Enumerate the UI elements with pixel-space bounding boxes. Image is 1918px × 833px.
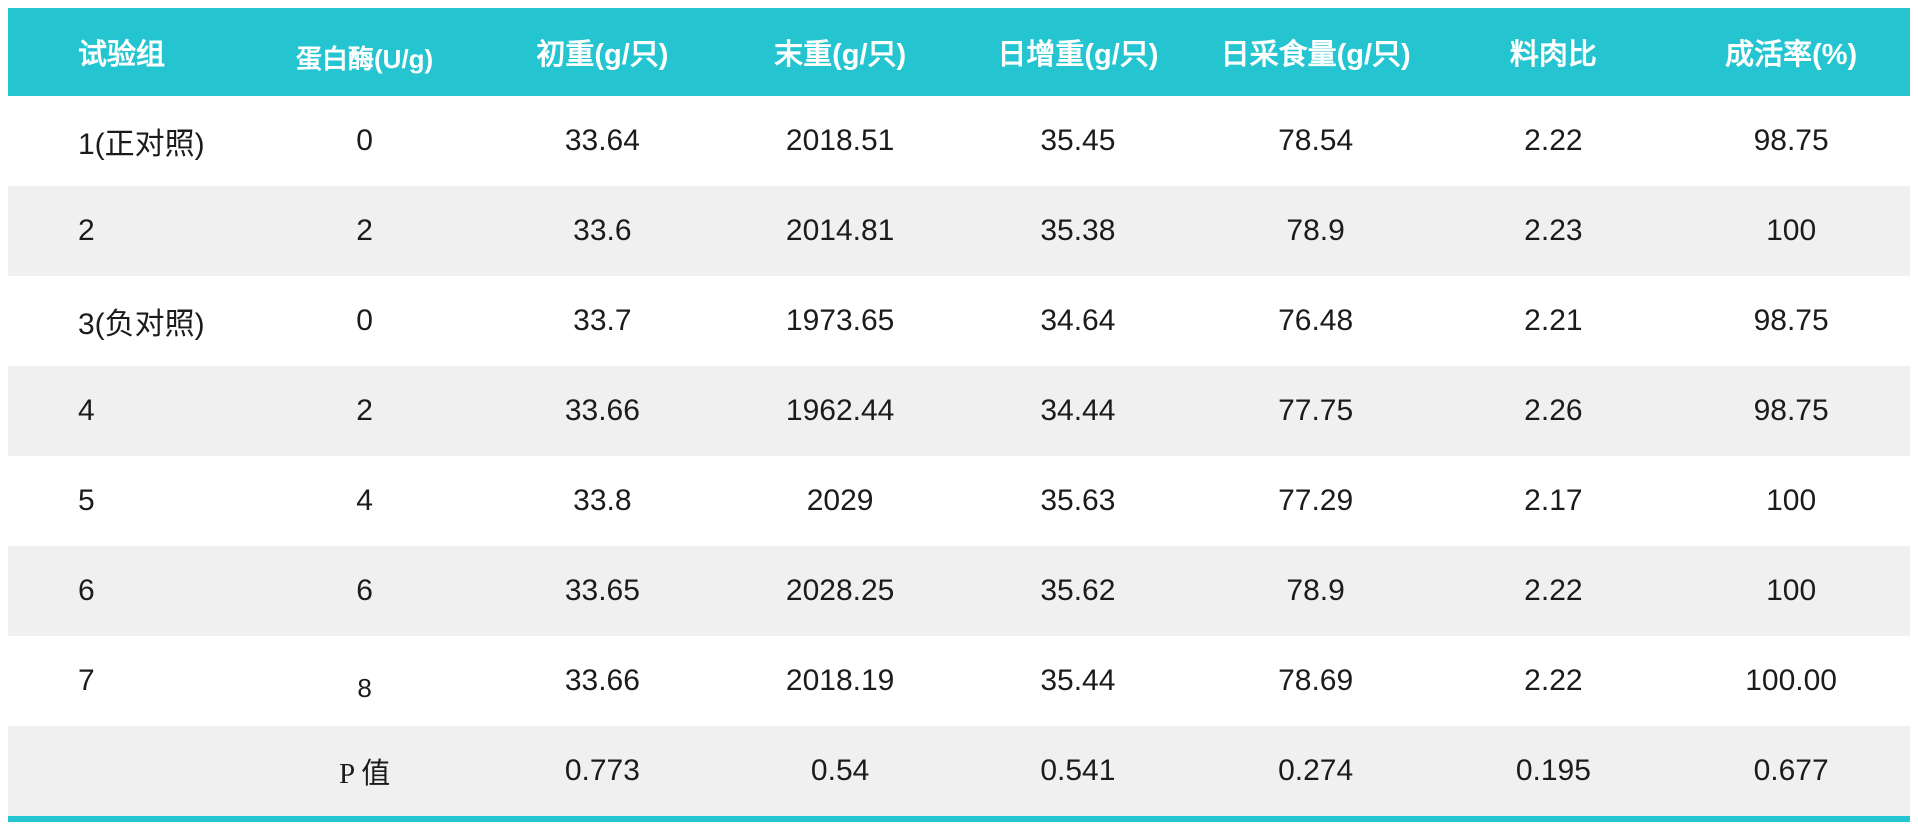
col-header-feed_ratio: 料肉比 [1434, 8, 1673, 96]
cell-protease: 8 [245, 636, 484, 726]
cell-final_weight: 2018.51 [721, 96, 959, 186]
col-header-daily_gain: 日增重(g/只) [959, 8, 1197, 96]
cell-final_weight: 0.54 [721, 726, 959, 816]
cell-protease: 6 [245, 546, 484, 636]
cell-initial_weight: 33.6 [483, 186, 722, 276]
cell-survival_rate: 98.75 [1672, 96, 1910, 186]
cell-feed_ratio: 2.26 [1434, 366, 1673, 456]
cell-final_weight: 2029 [721, 456, 959, 546]
row-group-4: 4 2 33.66 1962.44 34.44 77.75 2.26 98.75 [8, 366, 1910, 456]
cell-daily_intake: 0.274 [1196, 726, 1435, 816]
cell-survival_rate: 100 [1672, 456, 1910, 546]
cell-final_weight: 1973.65 [721, 276, 959, 366]
cell-survival_rate: 98.75 [1672, 366, 1910, 456]
cell-final_weight: 2028.25 [721, 546, 959, 636]
table-head: 试验组 蛋白酶(U/g) 初重(g/只) 末重(g/只) 日增重(g/只) 日采食量(g/… [8, 8, 1910, 96]
col-header-survival_rate: 成活率(%) [1672, 8, 1910, 96]
cell-feed_ratio: 2.22 [1434, 96, 1673, 186]
row-group-5: 5 4 33.8 2029 35.63 77.29 2.17 100 [8, 456, 1910, 546]
cell-daily_gain: 34.44 [959, 366, 1197, 456]
cell-group [8, 726, 246, 816]
cell-initial_weight: 33.65 [483, 546, 722, 636]
cell-initial_weight: 33.64 [483, 96, 722, 186]
row-group-1: 1(正对照) 0 33.64 2018.51 35.45 78.54 2.22 98.75 [8, 96, 1910, 186]
cell-daily_gain: 35.45 [959, 96, 1197, 186]
cell-daily_intake: 78.9 [1196, 546, 1435, 636]
results-table: 试验组 蛋白酶(U/g) 初重(g/只) 末重(g/只) 日增重(g/只) 日采食量(g/… [8, 8, 1910, 822]
cell-initial_weight: 33.7 [483, 276, 722, 366]
cell-initial_weight: 33.66 [483, 636, 722, 726]
table-body: 1(正对照) 0 33.64 2018.51 35.45 78.54 2.22 98.75 2 2… [8, 96, 1910, 816]
cell-protease: 2 [245, 186, 484, 276]
cell-protease: 4 [245, 456, 484, 546]
feeding-trial-table: 试验组 蛋白酶(U/g) 初重(g/只) 末重(g/只) 日增重(g/只) 日采食量(g/… [8, 8, 1910, 816]
row-group-6: 6 6 33.65 2028.25 35.62 78.9 2.22 100 [8, 546, 1910, 636]
row-group-7: 7 8 33.66 2018.19 35.44 78.69 2.22 100.00 [8, 636, 1910, 726]
cell-initial_weight: 33.8 [483, 456, 722, 546]
cell-final_weight: 2018.19 [721, 636, 959, 726]
cell-survival_rate: 100 [1672, 186, 1910, 276]
cell-daily_intake: 78.69 [1196, 636, 1435, 726]
col-header-group: 试验组 [8, 8, 246, 96]
cell-group: 5 [8, 456, 246, 546]
cell-initial_weight: 33.66 [483, 366, 722, 456]
cell-group: 1(正对照) [8, 96, 246, 186]
cell-daily_gain: 35.62 [959, 546, 1197, 636]
cell-group: 3(负对照) [8, 276, 246, 366]
cell-final_weight: 1962.44 [721, 366, 959, 456]
cell-group: 6 [8, 546, 246, 636]
cell-survival_rate: 100.00 [1672, 636, 1910, 726]
cell-survival_rate: 98.75 [1672, 276, 1910, 366]
cell-daily_intake: 78.54 [1196, 96, 1435, 186]
cell-feed_ratio: 2.23 [1434, 186, 1673, 276]
cell-group: 7 [8, 636, 246, 726]
row-group-3: 3(负对照) 0 33.7 1973.65 34.64 76.48 2.21 98.75 [8, 276, 1910, 366]
cell-daily_intake: 77.75 [1196, 366, 1435, 456]
col-header-final_weight: 末重(g/只) [721, 8, 959, 96]
cell-daily_gain: 35.38 [959, 186, 1197, 276]
cell-survival_rate: 0.677 [1672, 726, 1910, 816]
cell-protease: 0 [245, 96, 484, 186]
cell-feed_ratio: 2.17 [1434, 456, 1673, 546]
cell-final_weight: 2014.81 [721, 186, 959, 276]
cell-group: 4 [8, 366, 246, 456]
cell-protease: P 值 [245, 726, 484, 816]
col-header-initial_weight: 初重(g/只) [483, 8, 722, 96]
cell-protease: 2 [245, 366, 484, 456]
cell-feed_ratio: 2.22 [1434, 546, 1673, 636]
cell-daily_intake: 77.29 [1196, 456, 1435, 546]
cell-feed_ratio: 0.195 [1434, 726, 1673, 816]
cell-protease: 0 [245, 276, 484, 366]
cell-feed_ratio: 2.22 [1434, 636, 1673, 726]
p-value-row: P 值 0.773 0.54 0.541 0.274 0.195 0.677 [8, 726, 1910, 816]
cell-daily_intake: 78.9 [1196, 186, 1435, 276]
cell-initial_weight: 0.773 [483, 726, 722, 816]
cell-feed_ratio: 2.21 [1434, 276, 1673, 366]
col-header-protease: 蛋白酶(U/g) [245, 8, 484, 96]
cell-group: 2 [8, 186, 246, 276]
row-group-2: 2 2 33.6 2014.81 35.38 78.9 2.23 100 [8, 186, 1910, 276]
cell-survival_rate: 100 [1672, 546, 1910, 636]
cell-daily_gain: 35.63 [959, 456, 1197, 546]
header-row: 试验组 蛋白酶(U/g) 初重(g/只) 末重(g/只) 日增重(g/只) 日采食量(g/… [8, 8, 1910, 96]
col-header-daily_intake: 日采食量(g/只) [1196, 8, 1435, 96]
cell-daily_gain: 35.44 [959, 636, 1197, 726]
cell-daily_gain: 0.541 [959, 726, 1197, 816]
cell-daily_gain: 34.64 [959, 276, 1197, 366]
cell-daily_intake: 76.48 [1196, 276, 1435, 366]
